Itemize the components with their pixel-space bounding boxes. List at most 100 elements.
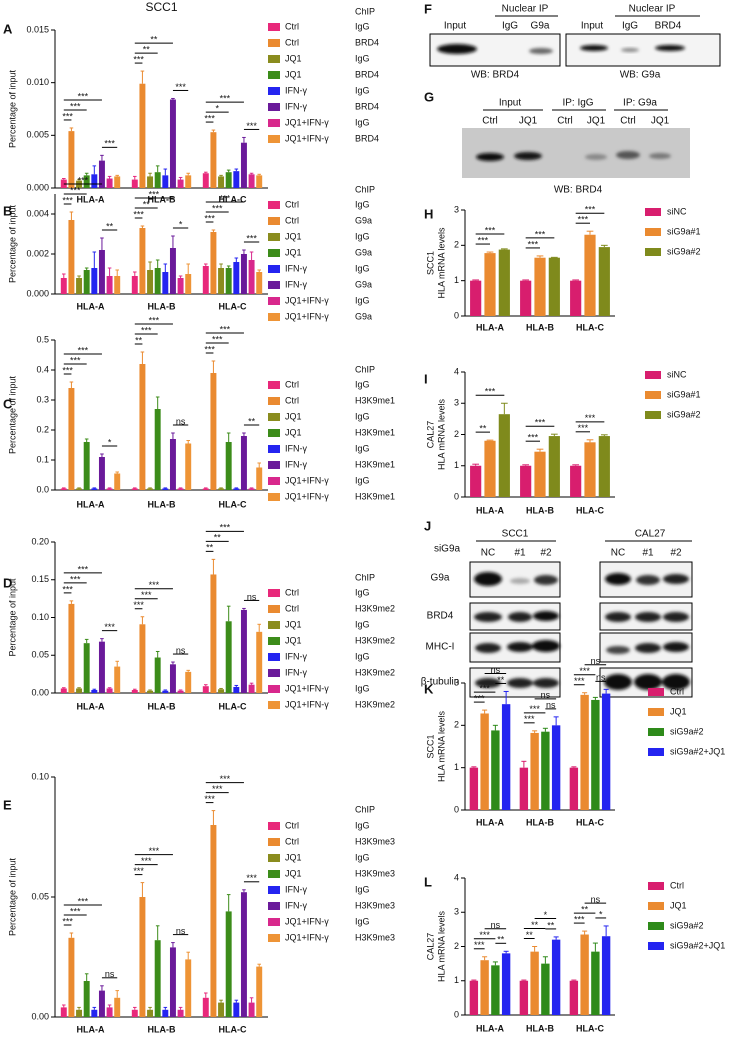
legend-label: Ctrl xyxy=(285,37,299,47)
legend-label: JQ1+IFN-γ xyxy=(285,699,329,709)
significance: *** xyxy=(141,325,152,335)
bar xyxy=(225,268,232,294)
bar xyxy=(591,699,600,810)
legend-label: JQ1 xyxy=(285,231,302,241)
significance: *** xyxy=(485,225,496,235)
y-axis-label: HLA mRNA levels xyxy=(436,227,446,299)
legend-label: JQ1 xyxy=(285,53,302,63)
band xyxy=(621,48,639,52)
y-tick-label: 3 xyxy=(454,907,459,917)
legend-label: siNC xyxy=(667,369,687,379)
bar xyxy=(569,767,579,810)
legend-label: JQ1+IFN-γ xyxy=(285,916,329,926)
y-axis-label: CAL27 xyxy=(425,421,435,449)
band xyxy=(475,678,501,688)
x-tick-label: HLA-C xyxy=(219,499,247,509)
y-axis-label: Percentage of input xyxy=(7,857,17,936)
y-axis-label: HLA mRNA levels xyxy=(436,710,446,782)
y-tick-label: 0.15 xyxy=(31,574,49,584)
bar xyxy=(225,172,232,188)
band xyxy=(663,642,689,652)
legend-label: JQ1+IFN-γ xyxy=(285,683,329,693)
panel-letter: C xyxy=(3,396,13,411)
significance: ** xyxy=(497,935,505,945)
significance: *** xyxy=(62,584,73,594)
significance: *** xyxy=(246,233,257,243)
significance: *** xyxy=(78,91,89,101)
legend-antibody: IgG xyxy=(355,820,370,830)
legend-antibody: H3K9me2 xyxy=(355,699,395,709)
significance: *** xyxy=(212,784,223,794)
bar xyxy=(177,179,184,188)
legend-swatch xyxy=(645,248,661,256)
legend-title: ChIP xyxy=(355,184,375,194)
legend-swatch xyxy=(268,838,280,846)
row-title: siG9a xyxy=(434,544,461,555)
lane-label: Ctrl xyxy=(482,116,498,127)
band xyxy=(507,678,533,688)
legend-swatch xyxy=(268,413,280,421)
bar xyxy=(534,257,546,316)
legend-label: IFN-γ xyxy=(285,443,307,453)
legend-antibody: BRD4 xyxy=(355,69,379,79)
significance: *** xyxy=(78,175,89,185)
legend-label: JQ1 xyxy=(285,69,302,79)
x-tick-label: HLA-A xyxy=(77,1024,105,1034)
bar xyxy=(60,1007,67,1017)
significance: *** xyxy=(204,113,215,123)
legend-swatch xyxy=(648,708,664,716)
bar xyxy=(225,621,232,693)
significance: ** xyxy=(248,416,256,426)
band xyxy=(514,152,542,160)
legend-label: siG9a#2 xyxy=(667,409,701,419)
bar xyxy=(480,960,489,1015)
bar xyxy=(210,373,217,490)
significance: ** xyxy=(143,44,151,54)
legend-label: siG9a#1 xyxy=(667,226,701,236)
legend-title: ChIP xyxy=(355,572,375,582)
bar xyxy=(248,260,255,294)
y-tick-label: 0.005 xyxy=(26,130,49,140)
x-tick-label: HLA-C xyxy=(219,301,247,311)
legend-swatch xyxy=(268,429,280,437)
significance: ** xyxy=(531,920,539,930)
significance: ** xyxy=(206,543,214,553)
lane-label: #1 xyxy=(514,548,526,559)
legend-antibody: G9a xyxy=(355,247,372,257)
legend-title: ChIP xyxy=(355,364,375,374)
bar xyxy=(598,436,610,497)
lane-label: JQ1 xyxy=(519,116,538,127)
significance: *** xyxy=(524,714,535,724)
y-axis-label: SCC1 xyxy=(425,734,435,758)
bar xyxy=(68,937,75,1017)
legend-swatch xyxy=(268,902,280,910)
bar xyxy=(233,488,240,490)
legend-antibody: IgG xyxy=(355,379,370,389)
legend-swatch xyxy=(268,313,280,321)
legend-antibody: IgG xyxy=(355,587,370,597)
significance: *** xyxy=(529,704,540,714)
significance: *** xyxy=(528,239,539,249)
bar xyxy=(98,457,105,490)
legend-label: siG9a#2 xyxy=(670,920,704,930)
significance: *** xyxy=(62,365,73,375)
y-axis-label: Percentage of input xyxy=(7,69,17,148)
legend-antibody: IgG xyxy=(355,21,370,31)
blot-caption: WB: BRD4 xyxy=(554,185,603,196)
legend-label: IFN-γ xyxy=(285,459,307,469)
bar xyxy=(601,693,611,810)
significance: *** xyxy=(133,600,144,610)
bar xyxy=(162,488,169,490)
significance: *** xyxy=(133,866,144,876)
bar xyxy=(580,934,589,1015)
bar xyxy=(185,274,192,294)
bar xyxy=(147,270,154,294)
y-axis-label: Percentage of input xyxy=(7,375,17,454)
legend-label: JQ1+IFN-γ xyxy=(285,311,329,321)
legend-swatch xyxy=(268,934,280,942)
panel-letter: E xyxy=(3,797,12,812)
legend-antibody: IgG xyxy=(355,443,370,453)
lane-label: Input xyxy=(444,21,466,32)
row-label: G9a xyxy=(431,573,450,584)
significance: *** xyxy=(104,622,115,632)
